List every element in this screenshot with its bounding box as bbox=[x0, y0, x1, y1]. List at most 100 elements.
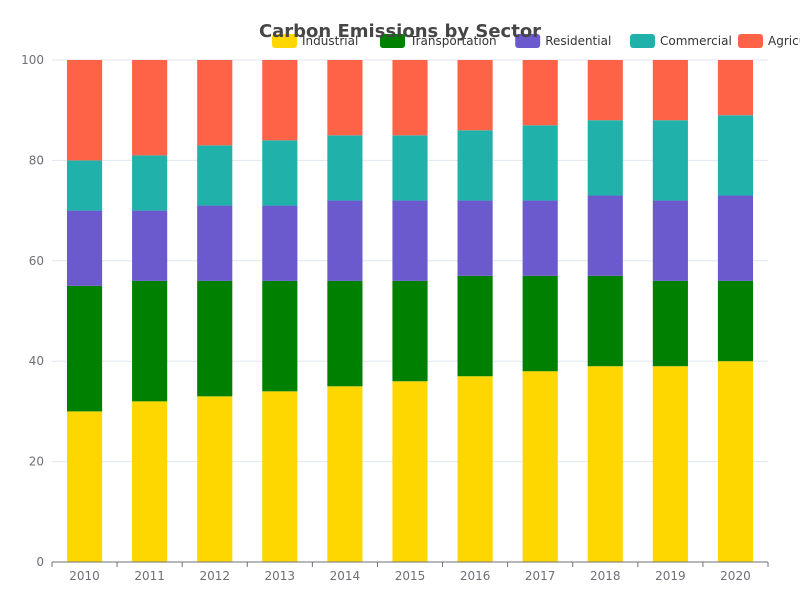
legend-swatch bbox=[272, 34, 297, 48]
bar-segment-commercial[interactable] bbox=[522, 125, 558, 201]
legend-item-transportation[interactable]: Transportation bbox=[380, 34, 497, 48]
x-tick-label: 2018 bbox=[590, 569, 621, 583]
bar-segment-transportation[interactable] bbox=[327, 280, 363, 387]
x-tick-label: 2011 bbox=[134, 569, 165, 583]
legend-swatch bbox=[515, 34, 541, 48]
bar-stack bbox=[717, 60, 754, 562]
bar-stack bbox=[66, 60, 103, 562]
legend-label: Industrial bbox=[302, 34, 358, 48]
bar-segment-agriculture[interactable] bbox=[392, 60, 428, 136]
bar-segment-residential[interactable] bbox=[197, 205, 233, 281]
legend-swatch bbox=[630, 34, 655, 48]
x-tick-label: 2016 bbox=[460, 569, 491, 583]
bar-segment-industrial[interactable] bbox=[132, 401, 168, 562]
bar-segment-transportation[interactable] bbox=[262, 280, 298, 392]
bar-segment-commercial[interactable] bbox=[197, 145, 233, 206]
bar-stack bbox=[587, 60, 623, 562]
x-tick-label: 2012 bbox=[199, 569, 230, 583]
bar-segment-industrial[interactable] bbox=[522, 371, 558, 562]
y-tick-label: 40 bbox=[29, 354, 44, 368]
x-tick-label: 2017 bbox=[525, 569, 556, 583]
bar-segment-commercial[interactable] bbox=[587, 120, 623, 196]
bar-segment-industrial[interactable] bbox=[197, 396, 233, 562]
bar-segment-agriculture[interactable] bbox=[717, 60, 754, 116]
y-tick-label: 80 bbox=[29, 153, 44, 167]
bar-stack bbox=[522, 60, 558, 562]
bar-segment-industrial[interactable] bbox=[66, 411, 103, 562]
bar-segment-commercial[interactable] bbox=[66, 160, 103, 211]
y-tick-label: 0 bbox=[36, 555, 44, 569]
bar-segment-commercial[interactable] bbox=[457, 130, 493, 201]
bar-segment-transportation[interactable] bbox=[587, 275, 623, 367]
y-tick-label: 100 bbox=[21, 53, 44, 67]
bar-stack bbox=[457, 60, 493, 562]
bar-segment-transportation[interactable] bbox=[132, 280, 168, 402]
bar-segment-industrial[interactable] bbox=[262, 391, 298, 562]
bar-stack bbox=[392, 60, 428, 562]
legend-label: Transportation bbox=[409, 34, 497, 48]
bar-segment-residential[interactable] bbox=[522, 200, 558, 276]
bar-stack bbox=[262, 60, 298, 562]
bar-segment-residential[interactable] bbox=[717, 195, 754, 281]
bar-segment-agriculture[interactable] bbox=[197, 60, 233, 146]
bar-segment-residential[interactable] bbox=[587, 195, 623, 276]
bar-segment-residential[interactable] bbox=[132, 210, 168, 281]
x-tick-label: 2015 bbox=[395, 569, 426, 583]
bar-segment-agriculture[interactable] bbox=[66, 60, 103, 161]
x-tick-label: 2013 bbox=[265, 569, 296, 583]
bar-segment-commercial[interactable] bbox=[262, 140, 298, 206]
bar-segment-transportation[interactable] bbox=[652, 280, 688, 367]
bar-segment-industrial[interactable] bbox=[717, 361, 754, 562]
bar-segment-commercial[interactable] bbox=[392, 135, 428, 201]
bar-segment-transportation[interactable] bbox=[197, 280, 233, 397]
bar-stack bbox=[327, 60, 363, 562]
bar-segment-agriculture[interactable] bbox=[457, 60, 493, 131]
bar-segment-commercial[interactable] bbox=[717, 115, 754, 196]
bar-segment-agriculture[interactable] bbox=[522, 60, 558, 126]
legend-swatch bbox=[738, 34, 763, 48]
bar-segment-agriculture[interactable] bbox=[587, 60, 623, 121]
x-tick-label: 2014 bbox=[330, 569, 361, 583]
y-tick-label: 60 bbox=[29, 254, 44, 268]
bars bbox=[66, 60, 754, 562]
bar-segment-agriculture[interactable] bbox=[132, 60, 168, 156]
axes: 0 20 40 60 80 100 2010 2011 2012 2013 2014 2015 2016… bbox=[21, 53, 769, 583]
legend-item-industrial[interactable]: Industrial bbox=[272, 34, 358, 48]
x-tick-label: 2020 bbox=[720, 569, 751, 583]
legend-label: Agriculture bbox=[768, 34, 800, 48]
y-tick-label: 20 bbox=[29, 455, 44, 469]
bar-segment-transportation[interactable] bbox=[392, 280, 428, 382]
bar-segment-agriculture[interactable] bbox=[327, 60, 363, 136]
x-tick-label: 2019 bbox=[655, 569, 686, 583]
bar-segment-residential[interactable] bbox=[327, 200, 363, 281]
bar-segment-residential[interactable] bbox=[66, 210, 103, 286]
bar-segment-transportation[interactable] bbox=[457, 275, 493, 377]
legend-item-residential[interactable]: Residential bbox=[515, 34, 611, 48]
bar-segment-commercial[interactable] bbox=[132, 155, 168, 211]
bar-segment-commercial[interactable] bbox=[652, 120, 688, 201]
legend-swatch bbox=[380, 34, 405, 48]
legend-label: Commercial bbox=[660, 34, 732, 48]
x-tick-label: 2010 bbox=[69, 569, 100, 583]
legend-item-agriculture[interactable]: Agriculture bbox=[738, 34, 800, 48]
bar-segment-industrial[interactable] bbox=[587, 366, 623, 562]
bar-segment-residential[interactable] bbox=[652, 200, 688, 281]
bar-segment-industrial[interactable] bbox=[652, 366, 688, 562]
bar-segment-transportation[interactable] bbox=[717, 280, 754, 362]
bar-stack bbox=[132, 60, 168, 562]
bar-segment-industrial[interactable] bbox=[457, 376, 493, 562]
bar-segment-agriculture[interactable] bbox=[652, 60, 688, 121]
bar-stack bbox=[197, 60, 233, 562]
bar-segment-residential[interactable] bbox=[457, 200, 493, 276]
bar-segment-industrial[interactable] bbox=[392, 381, 428, 562]
bar-segment-residential[interactable] bbox=[262, 205, 298, 281]
bar-segment-residential[interactable] bbox=[392, 200, 428, 281]
bar-segment-agriculture[interactable] bbox=[262, 60, 298, 141]
bar-segment-transportation[interactable] bbox=[66, 285, 103, 412]
bar-segment-industrial[interactable] bbox=[327, 386, 363, 562]
legend-item-commercial[interactable]: Commercial bbox=[630, 34, 732, 48]
bar-segment-commercial[interactable] bbox=[327, 135, 363, 201]
bar-segment-transportation[interactable] bbox=[522, 275, 558, 372]
